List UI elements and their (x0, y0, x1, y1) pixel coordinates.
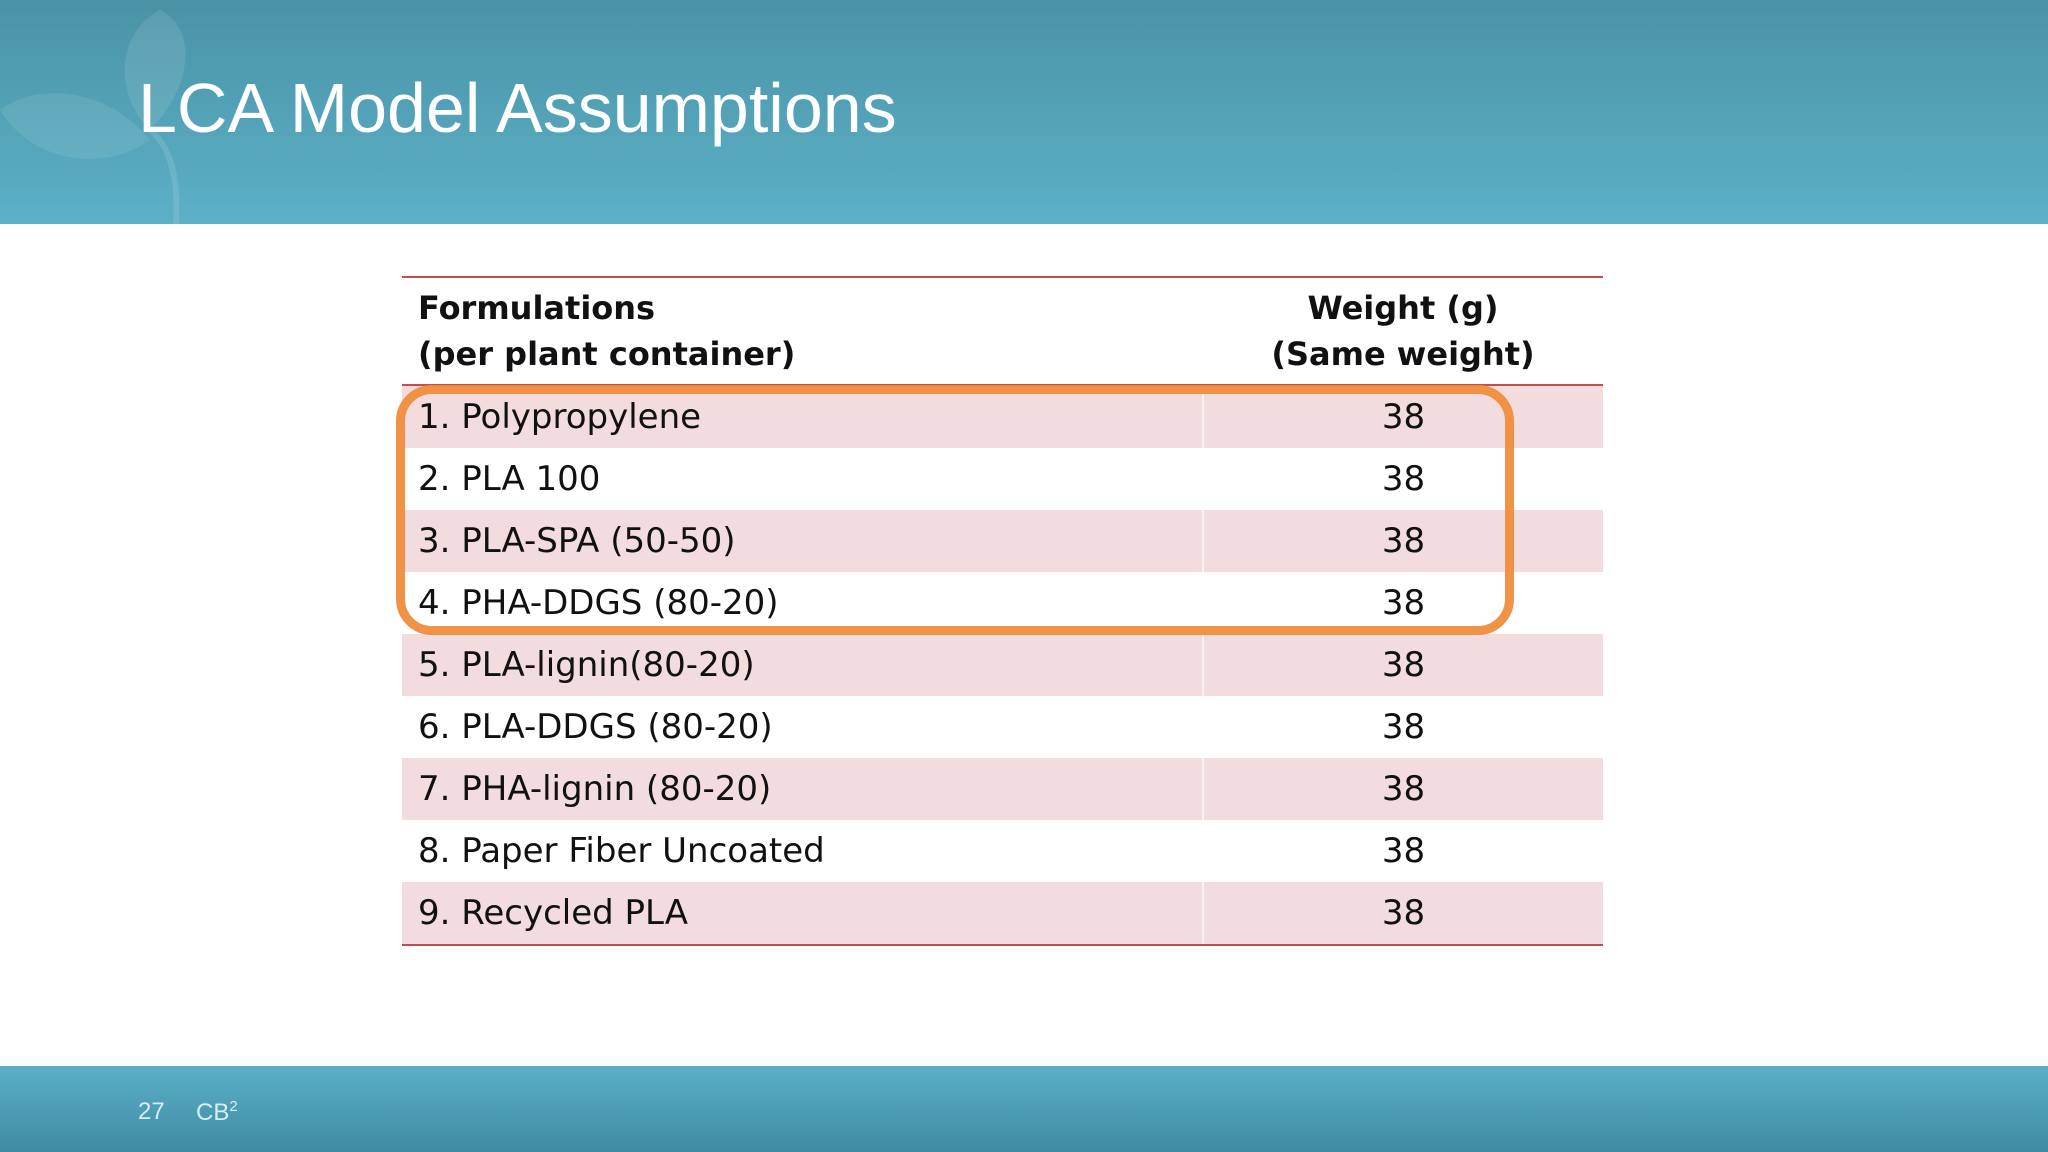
table-row: 5. PLA-lignin(80-20) 38 (402, 634, 1603, 696)
slide-header: LCA Model Assumptions (0, 0, 2048, 224)
header-weight: Weight (g) (Same weight) (1203, 276, 1603, 386)
weight-cell: 38 (1202, 510, 1603, 572)
formulation-cell: 2. PLA 100 (402, 448, 1203, 510)
table-row: 2. PLA 100 38 (402, 448, 1603, 510)
table-row: 6. PLA-DDGS (80-20) 38 (402, 696, 1603, 758)
header-weight-line1: Weight (g) (1307, 289, 1499, 327)
header-weight-line2: (Same weight) (1271, 335, 1535, 373)
table-row: 1. Polypropylene 38 (402, 385, 1603, 448)
table-row: 3. PLA-SPA (50-50) 38 (402, 510, 1603, 572)
formulation-cell: 5. PLA-lignin(80-20) (402, 634, 1203, 696)
formulation-cell: 3. PLA-SPA (50-50) (402, 510, 1203, 572)
header-formulations-line1: Formulations (418, 289, 656, 327)
formulation-cell: 7. PHA-lignin (80-20) (402, 758, 1203, 820)
weight-cell: 38 (1202, 882, 1603, 946)
weight-cell: 38 (1202, 572, 1603, 634)
formulation-cell: 8. Paper Fiber Uncoated (402, 820, 1203, 882)
formulations-table-container: Formulations (per plant container) Weigh… (402, 276, 1603, 946)
weight-cell: 38 (1202, 634, 1603, 696)
formulation-cell: 4. PHA-DDGS (80-20) (402, 572, 1203, 634)
weight-cell: 38 (1202, 385, 1603, 448)
formulation-cell: 9. Recycled PLA (402, 882, 1203, 946)
slide-title: LCA Model Assumptions (138, 69, 897, 147)
page-number: 27 (138, 1098, 165, 1125)
formulations-table: Formulations (per plant container) Weigh… (402, 276, 1603, 946)
table-row: 7. PHA-lignin (80-20) 38 (402, 758, 1603, 820)
footer-brand-text: CB (196, 1099, 230, 1126)
slide-footer (0, 1066, 2048, 1152)
table-row: 4. PHA-DDGS (80-20) 38 (402, 572, 1603, 634)
leaf-decoration-icon (0, 10, 186, 224)
formulation-cell: 1. Polypropylene (402, 385, 1203, 448)
weight-cell: 38 (1202, 696, 1603, 758)
table-row: 8. Paper Fiber Uncoated 38 (402, 820, 1603, 882)
header-formulations: Formulations (per plant container) (402, 276, 1203, 386)
weight-cell: 38 (1202, 448, 1603, 510)
weight-cell: 38 (1202, 758, 1603, 820)
footer-brand: CB2 (196, 1098, 238, 1127)
table-header-row: Formulations (per plant container) Weigh… (402, 276, 1603, 386)
footer-brand-superscript: 2 (229, 1098, 238, 1115)
table-row: 9. Recycled PLA 38 (402, 882, 1603, 946)
weight-cell: 38 (1202, 820, 1603, 882)
formulation-cell: 6. PLA-DDGS (80-20) (402, 696, 1203, 758)
header-formulations-line2: (per plant container) (418, 335, 796, 373)
